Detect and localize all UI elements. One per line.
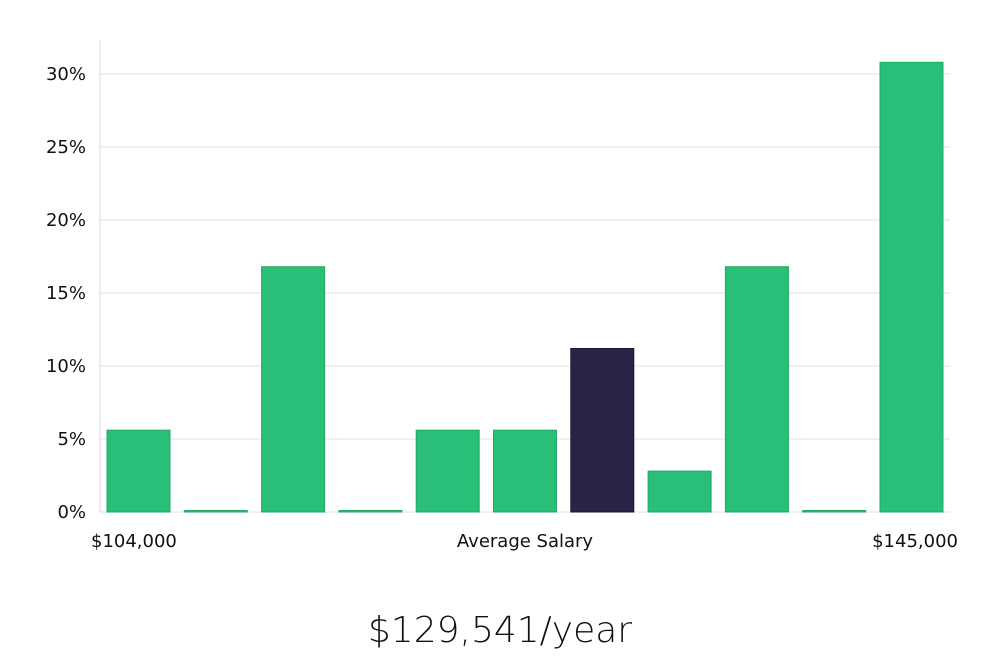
y-tick-label: 5%: [57, 429, 86, 450]
y-tick-label: 25%: [46, 137, 86, 158]
bar: [261, 266, 326, 513]
bar: [338, 510, 403, 513]
bars: [106, 61, 944, 513]
y-tick-label: 20%: [46, 210, 86, 231]
y-tick-label: 0%: [57, 502, 86, 523]
bar: [724, 266, 789, 513]
bar-highlighted: [570, 348, 635, 513]
bar: [183, 510, 248, 513]
x-axis-min-label: $104,000: [91, 531, 177, 552]
salary-histogram: 0% 5% 10% 15% 20% 25% 30% $104,000 Average Sal…: [46, 40, 958, 552]
bar: [106, 429, 171, 513]
y-tick-label: 15%: [46, 283, 86, 304]
average-salary-value: $129,541/year: [367, 610, 633, 651]
y-tick-label: 10%: [46, 356, 86, 377]
bar: [493, 429, 557, 513]
y-tick-label: 30%: [46, 64, 86, 85]
bar: [415, 429, 480, 513]
bar: [647, 470, 712, 513]
x-axis-max-label: $145,000: [872, 531, 958, 552]
y-axis-ticks: 0% 5% 10% 15% 20% 25% 30%: [46, 64, 86, 523]
bar: [802, 510, 867, 513]
x-axis-title: Average Salary: [457, 531, 594, 552]
bar: [879, 61, 944, 513]
grid-lines: [100, 73, 950, 513]
